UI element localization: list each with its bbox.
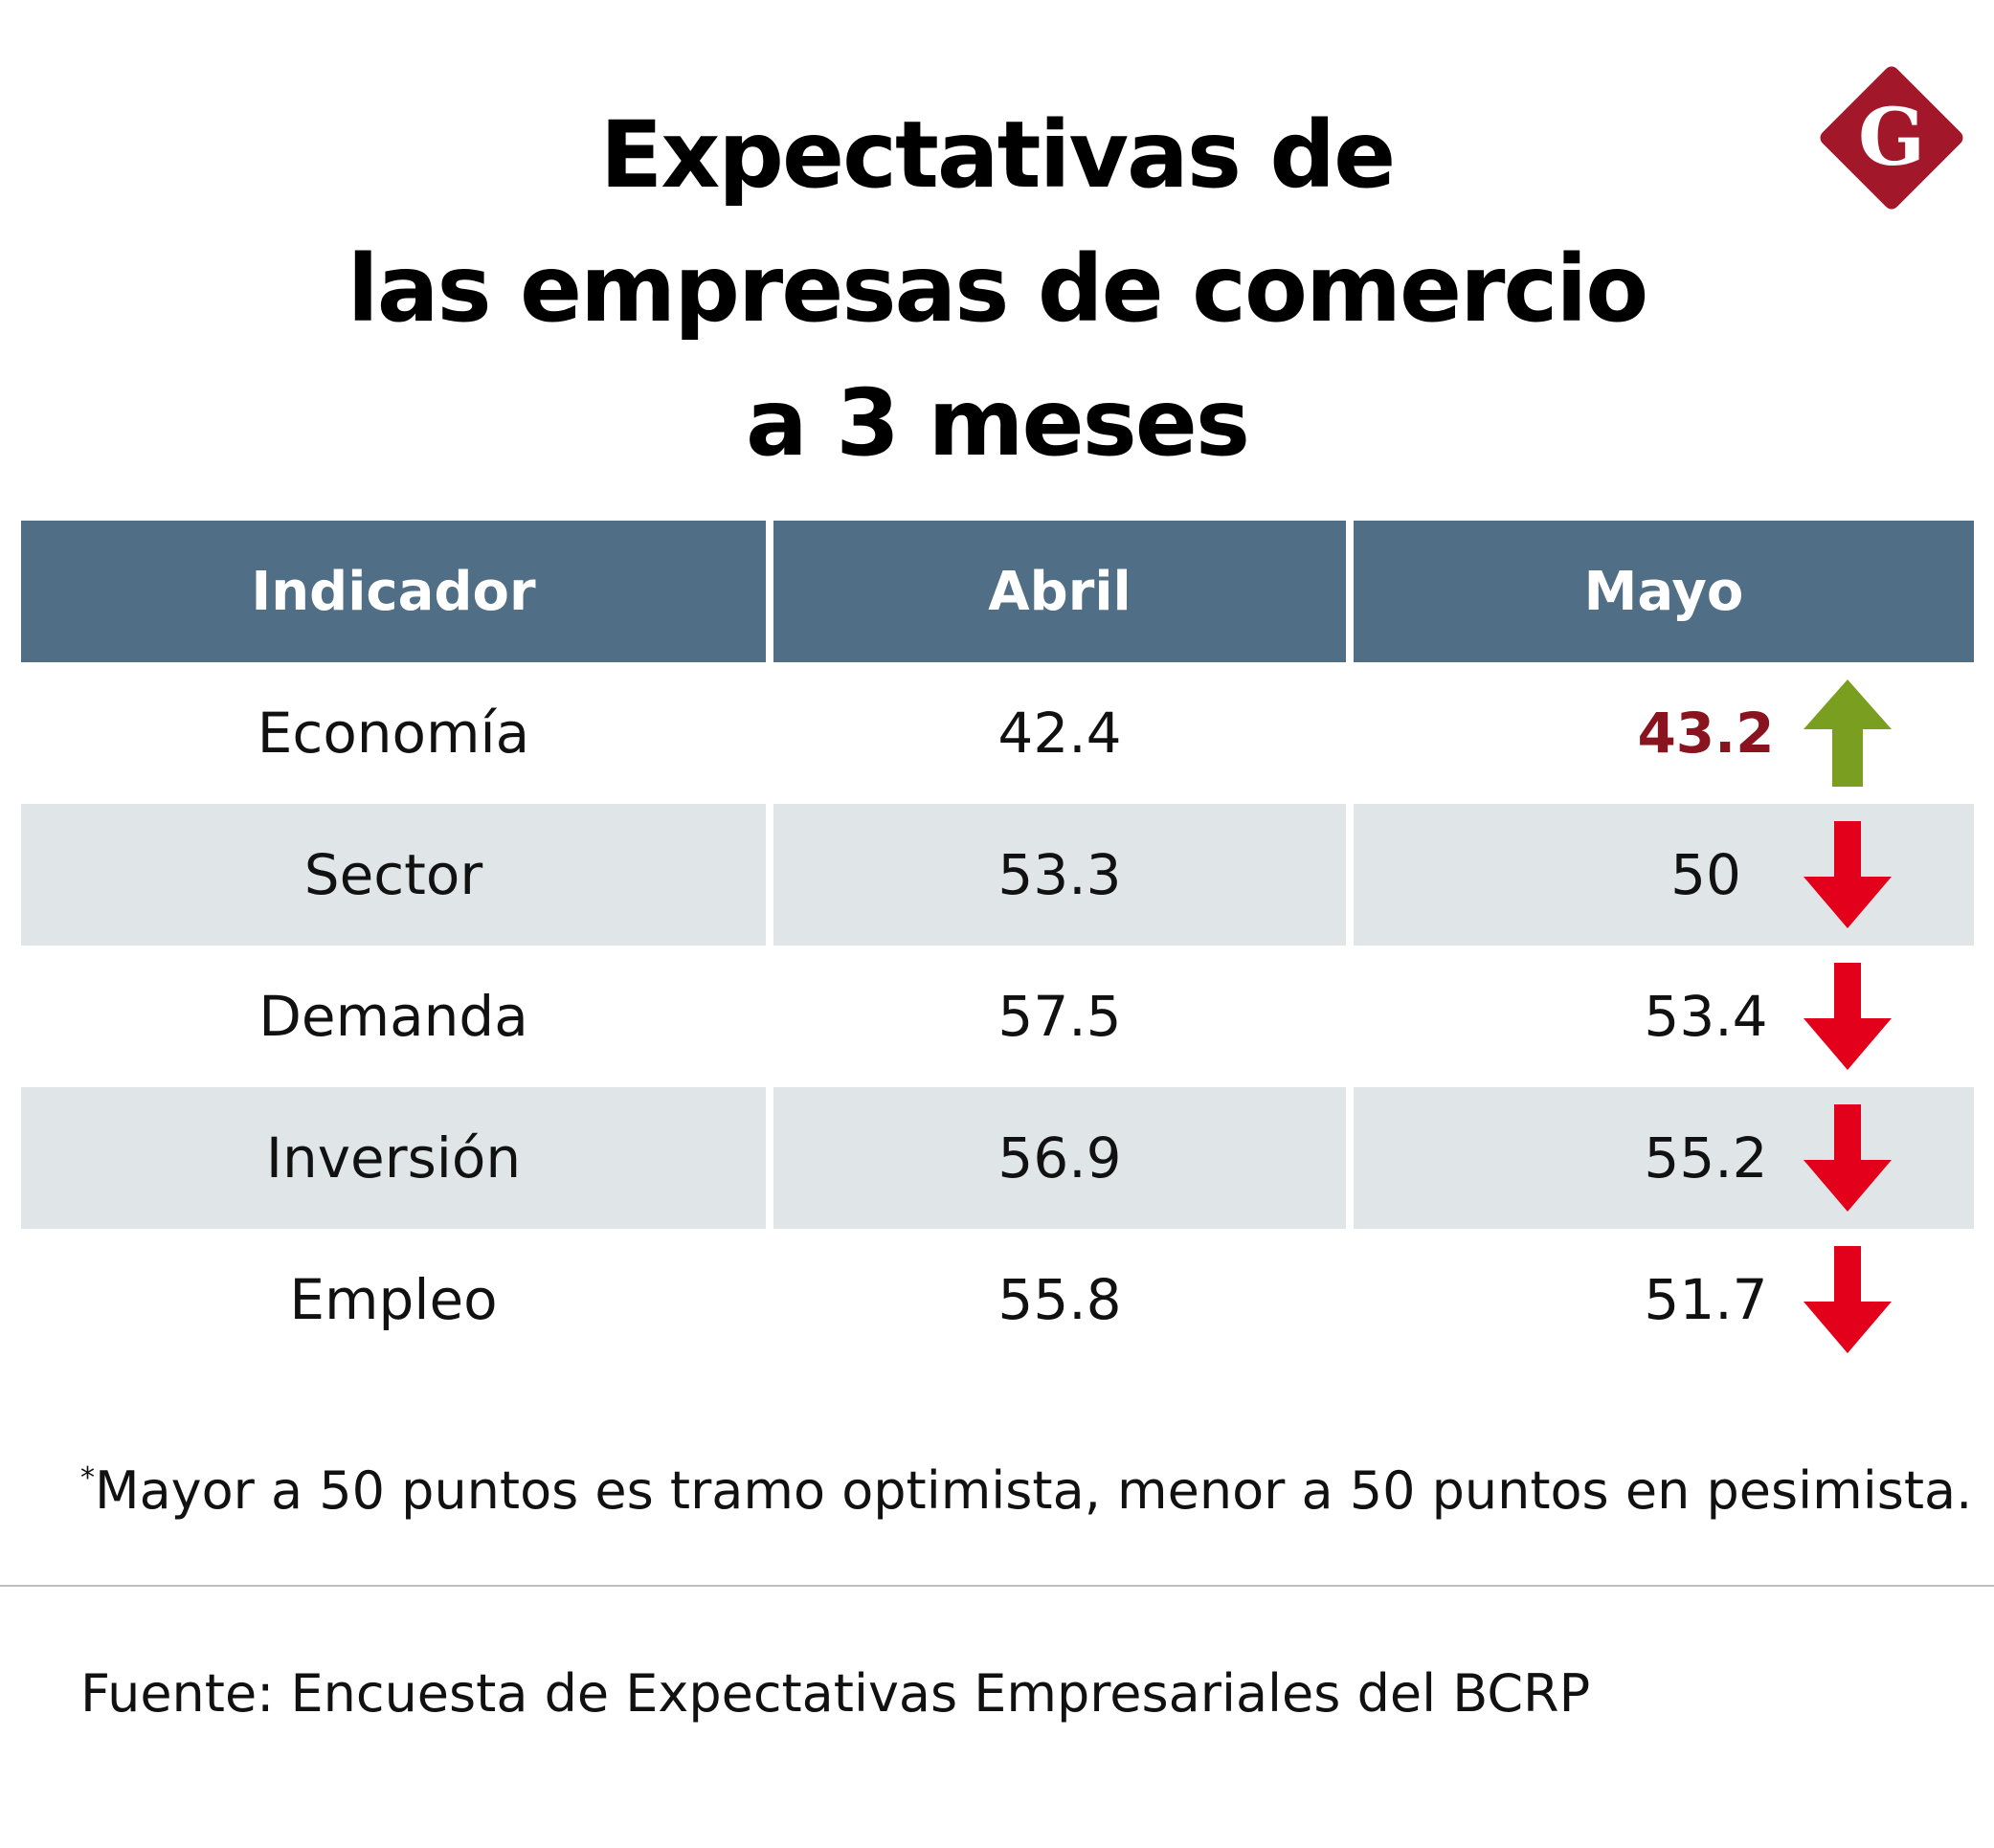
header-abril: Abril <box>773 521 1346 662</box>
table-row: Sector 53.3 50 <box>21 804 1974 946</box>
cell-abril: 55.8 <box>997 1267 1122 1332</box>
table-row: Demanda 57.5 53.4 <box>21 946 1974 1087</box>
page-title: Expectativas de las empresas de comercio… <box>0 88 1994 490</box>
header-mayo: Mayo <box>1354 521 1974 662</box>
cell-abril: 42.4 <box>997 701 1122 766</box>
header-indicador: Indicador <box>21 521 766 662</box>
table-row: Economía 42.4 43.2 <box>21 662 1974 804</box>
cell-abril: 56.9 <box>773 1087 1346 1229</box>
mayo-value: 55.2 <box>1644 1125 1768 1191</box>
cell-mayo: 43.2 <box>1354 662 1974 804</box>
mayo-value: 43.2 <box>1637 701 1775 766</box>
title-line-1: Expectativas de <box>599 101 1396 209</box>
arrow-down-icon <box>1804 963 1892 1070</box>
arrow-down-icon <box>1804 1246 1892 1353</box>
cell-mayo: 51.7 <box>1354 1229 1974 1370</box>
source-credit: Fuente: Encuesta de Expectativas Empresa… <box>80 1663 1591 1724</box>
cell-indicador: Sector <box>21 804 766 946</box>
divider <box>0 1585 1994 1587</box>
footnote-marker: * <box>80 1461 95 1495</box>
table-row: Empleo 55.8 51.7 <box>21 1229 1974 1370</box>
arrow-up-icon <box>1804 679 1892 787</box>
data-table: Indicador Abril Mayo Economía 42.4 43.2 … <box>21 521 1974 1370</box>
table-header-row: Indicador Abril Mayo <box>21 521 1974 662</box>
diamond-g-logo-icon: G <box>1820 66 1963 210</box>
mayo-value: 53.4 <box>1644 984 1768 1049</box>
logo-letter: G <box>1858 92 1925 184</box>
logo-diamond <box>1820 66 1963 210</box>
cell-mayo: 53.4 <box>1354 946 1974 1087</box>
cell-indicador: Empleo <box>289 1267 498 1332</box>
cell-abril: 53.3 <box>773 804 1346 946</box>
cell-indicador: Demanda <box>258 984 528 1049</box>
title-line-2: las empresas de comercio <box>347 235 1648 343</box>
arrow-down-icon <box>1804 1104 1892 1212</box>
footnote-text: Mayor a 50 puntos es tramo optimista, me… <box>95 1460 1973 1521</box>
table-row: Inversión 56.9 55.2 <box>21 1087 1974 1229</box>
mayo-value: 50 <box>1670 842 1741 907</box>
arrow-down-icon <box>1804 821 1892 928</box>
title-line-3: a 3 meses <box>746 369 1250 477</box>
mayo-value: 51.7 <box>1644 1267 1768 1332</box>
cell-indicador: Economía <box>257 701 530 766</box>
cell-mayo: 55.2 <box>1354 1087 1974 1229</box>
cell-indicador: Inversión <box>21 1087 766 1229</box>
cell-abril: 57.5 <box>997 984 1122 1049</box>
cell-mayo: 50 <box>1354 804 1974 946</box>
footnote: *Mayor a 50 puntos es tramo optimista, m… <box>80 1460 1972 1521</box>
